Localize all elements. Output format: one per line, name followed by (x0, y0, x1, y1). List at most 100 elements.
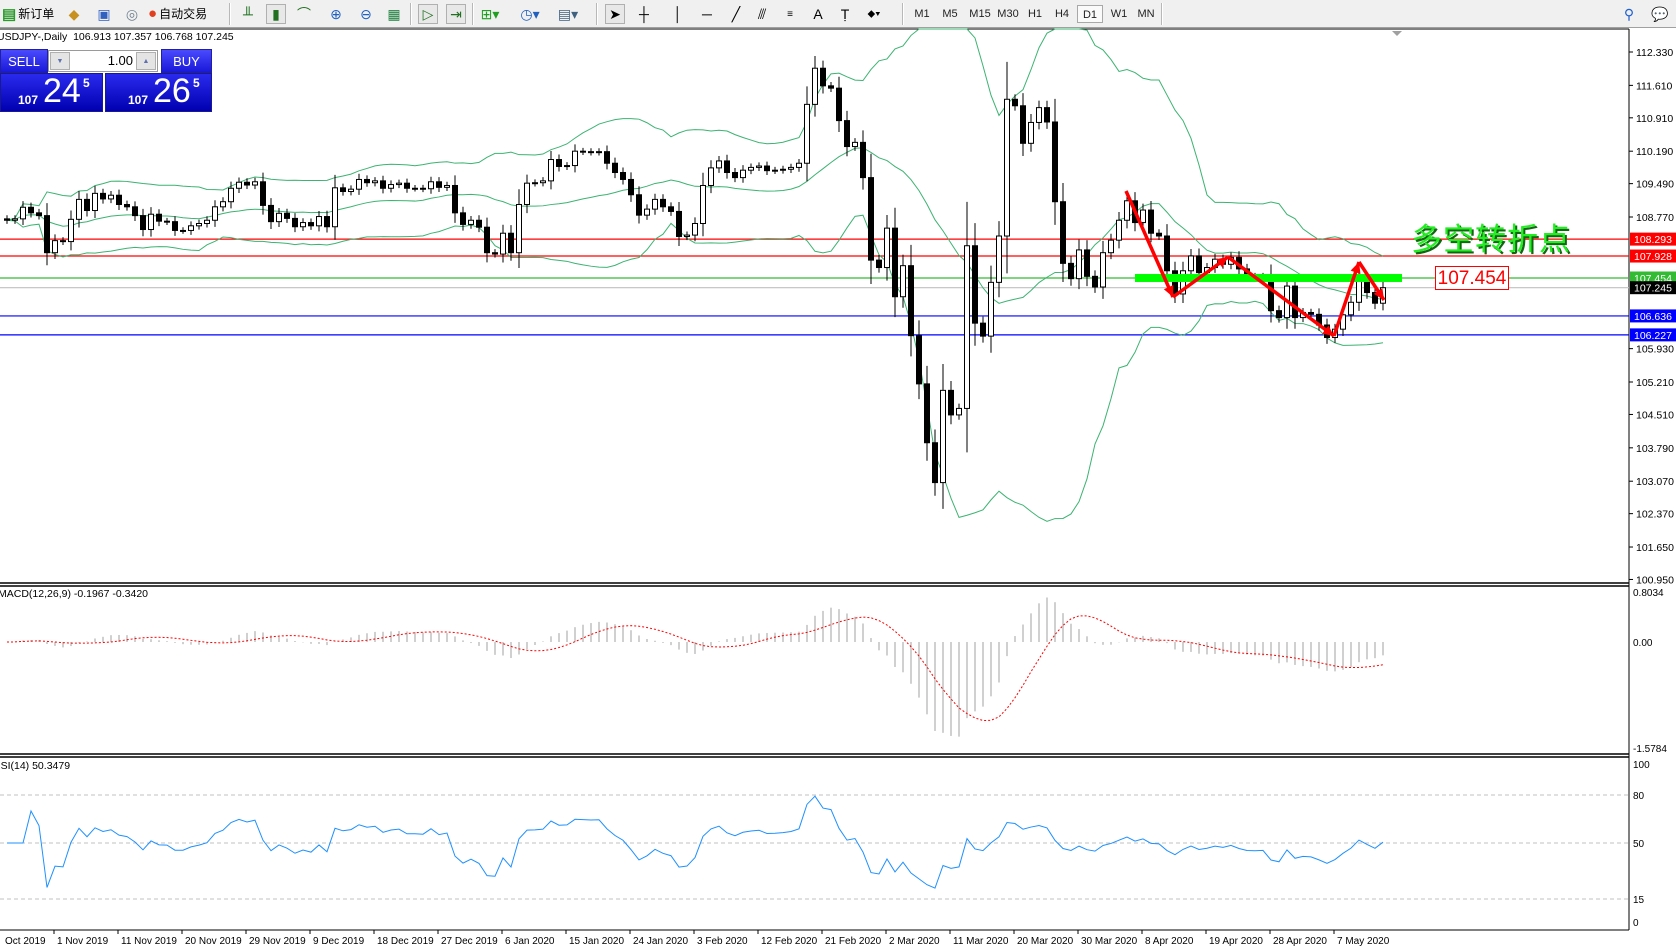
time-tick-label: 12 Feb 2020 (761, 936, 818, 947)
candle (1100, 252, 1106, 288)
price-tick-label: 105.210 (1636, 377, 1674, 389)
time-tick-label: 11 Mar 2020 (953, 936, 1009, 947)
auto-trading-button[interactable]: ● 自动交易 (148, 3, 207, 24)
text-icon[interactable]: A (813, 6, 823, 22)
templates-icon[interactable]: ▤▾ (557, 5, 579, 22)
candle (1036, 107, 1042, 123)
candle (540, 180, 546, 184)
signals-icon[interactable]: ◎ (125, 5, 139, 22)
candle (364, 178, 370, 184)
candle (940, 389, 946, 484)
candle (884, 227, 890, 269)
cursor-icon[interactable]: ➤ (605, 4, 625, 24)
lot-size-stepper[interactable]: ▼ 1.00 ▲ (48, 50, 158, 72)
timeframe-h1[interactable]: H1 (1027, 8, 1043, 20)
candle (1052, 121, 1058, 203)
candle (476, 219, 482, 228)
candle (596, 151, 602, 154)
sell-button[interactable]: SELL (0, 49, 48, 73)
tile-windows-icon[interactable]: ▦ (387, 5, 401, 22)
lot-decrease-button[interactable]: ▼ (50, 52, 70, 70)
support-resistance-zone[interactable] (1135, 274, 1402, 283)
timeframe-w1[interactable]: W1 (1110, 8, 1128, 20)
arrow-head-icon (1350, 262, 1361, 274)
time-tick-label: 7 May 2020 (1337, 936, 1390, 947)
price-tick-label: 111.610 (1636, 80, 1673, 92)
chat-icon[interactable]: 💬 (1651, 5, 1669, 22)
candlestick-icon[interactable]: ▮ (266, 4, 286, 24)
zoom-out-icon[interactable]: ⊖ (360, 5, 372, 22)
toolbar-separator (410, 3, 412, 25)
navigator-icon[interactable]: ▣ (97, 5, 111, 22)
rsi-label: RSI(14) 50.3479 (0, 760, 71, 772)
chart-shift-icon[interactable]: ⇥ (446, 4, 466, 24)
timeframe-mn[interactable]: MN (1137, 8, 1155, 20)
timeframe-m1[interactable]: M1 (914, 8, 930, 20)
candle (636, 194, 642, 216)
candle (572, 150, 578, 167)
zoom-in-icon[interactable]: ⊕ (330, 5, 342, 22)
price-line-label: 107.245 (1634, 283, 1672, 295)
timeframe-h4[interactable]: H4 (1054, 8, 1070, 20)
candle (220, 201, 226, 208)
time-tick-label: 6 Jan 2020 (505, 936, 555, 947)
fibonacci-icon[interactable]: ⫻ (757, 5, 767, 22)
timeframe-m5[interactable]: M5 (942, 8, 958, 20)
trendline-icon[interactable]: ╱ (731, 5, 741, 22)
search-icon[interactable]: ⚲ (1623, 5, 1635, 22)
trend-arrow[interactable] (1226, 255, 1336, 338)
candle (4, 218, 10, 221)
candle (308, 222, 314, 227)
time-tick-label: 19 Apr 2020 (1209, 936, 1263, 947)
chart-symbol: USDJPY-,Daily (0, 31, 68, 43)
candle (1012, 98, 1018, 107)
timeframe-m15[interactable]: M15 (969, 8, 991, 20)
buy-price-big: 107 (128, 93, 149, 107)
trend-arrow[interactable] (1124, 190, 1175, 298)
lot-size-input[interactable]: 1.00 (107, 53, 133, 68)
candle (388, 184, 394, 189)
indicators-icon[interactable]: ⊞▾ (480, 5, 500, 22)
market-watch-icon[interactable]: ◆ (68, 5, 80, 22)
sell-price[interactable]: 107 24 5 (0, 72, 103, 112)
candle (516, 203, 522, 254)
candle (1156, 232, 1162, 237)
timeframe-m30[interactable]: M30 (997, 8, 1019, 20)
candle (1372, 292, 1378, 304)
candle (252, 181, 258, 186)
time-tick-label: 29 Nov 2019 (249, 936, 306, 947)
timeframe-d1[interactable]: D1 (1077, 5, 1103, 23)
new-order-button[interactable]: ▤ 新订单 (2, 3, 54, 24)
new-order-label: 新订单 (18, 7, 55, 21)
price-tick-label: 103.070 (1636, 476, 1674, 488)
sell-price-fraction: 5 (83, 76, 90, 90)
chart-shift-marker[interactable] (1392, 31, 1402, 36)
arrows-icon[interactable]: ⬥▾ (867, 7, 881, 20)
candle (692, 222, 698, 236)
text-label-icon[interactable]: Ṭ (840, 6, 850, 22)
candle (1076, 249, 1082, 280)
horizontal-line-icon[interactable]: ─ (702, 6, 712, 22)
candle (868, 177, 874, 261)
channel-icon[interactable]: ≡ (787, 8, 793, 20)
auto-trading-icon: ● (148, 5, 158, 22)
candle (548, 159, 554, 182)
crosshair-icon[interactable]: ┼ (639, 6, 649, 22)
rsi-line (7, 795, 1384, 889)
candle (244, 181, 250, 186)
buy-button[interactable]: BUY (161, 49, 212, 73)
price-tick-label: 100.950 (1636, 574, 1674, 586)
trend-arrow[interactable] (1332, 261, 1361, 337)
buy-price[interactable]: 107 26 5 (105, 72, 212, 112)
trend-arrow[interactable] (1171, 255, 1230, 299)
candle (1020, 105, 1026, 144)
periods-icon[interactable]: ◷▾ (520, 5, 540, 22)
candle (852, 141, 858, 148)
lot-increase-button[interactable]: ▲ (136, 52, 156, 70)
line-chart-icon[interactable]: ⌒ (297, 6, 311, 22)
auto-scroll-icon[interactable]: ▷ (418, 4, 438, 24)
candle (524, 182, 530, 205)
vertical-line-icon[interactable]: │ (673, 6, 683, 22)
bar-chart-icon[interactable]: ╨ (243, 6, 253, 22)
